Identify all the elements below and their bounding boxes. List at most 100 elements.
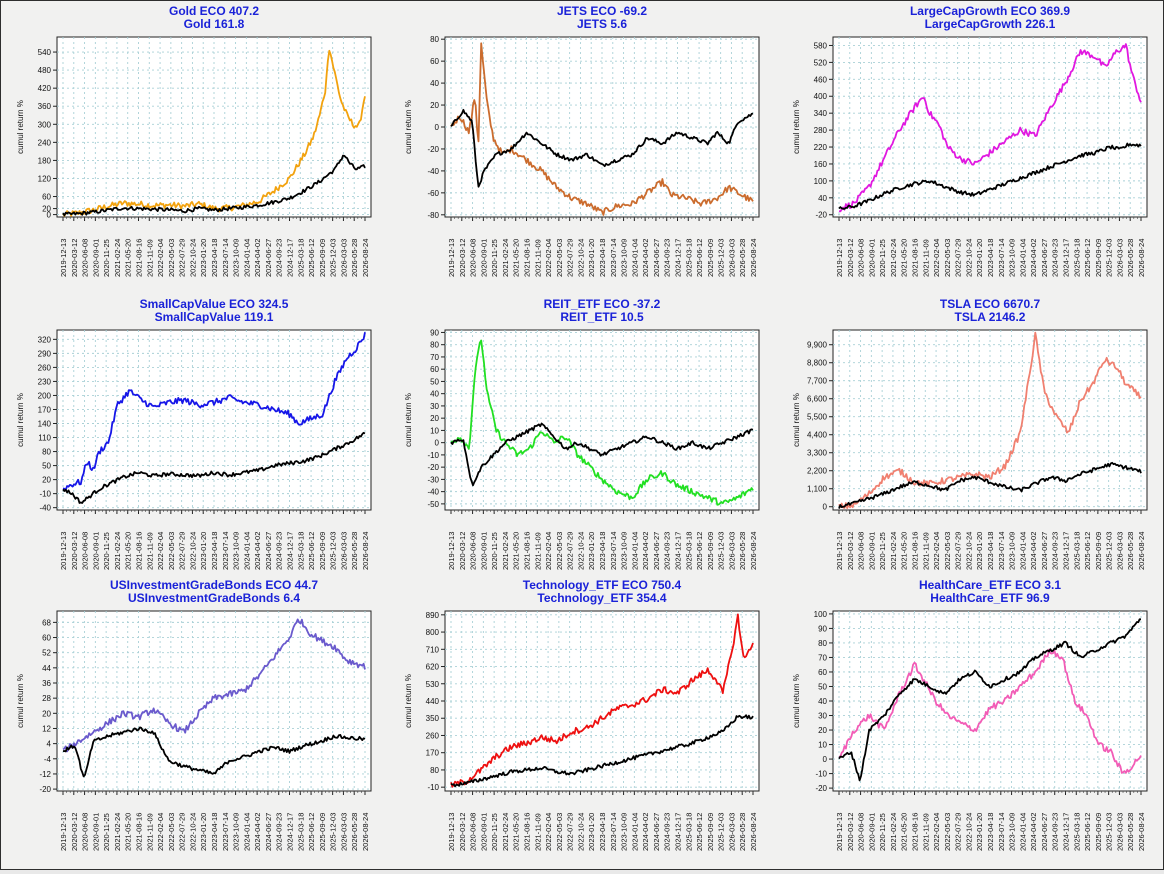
series-benchmark-line [62,726,366,778]
x-tick-label: 2021-05-20 [900,813,909,851]
x-tick-label: 2021-11-09 [533,239,542,277]
x-tick-label: 2022-07-29 [178,239,187,277]
x-tick-label: 2021-05-20 [124,532,133,570]
x-tick-label: 2021-05-20 [512,532,521,570]
x-tick-label: 2021-05-20 [124,239,133,277]
x-tick-label: 2020-11-25 [878,813,887,851]
series-eco-line [450,42,754,216]
x-tick-label: 2025-03-18 [684,813,693,851]
x-tick-label: 2019-12-13 [447,532,456,570]
x-tick-label: 2022-02-04 [932,239,941,277]
y-tick-label: 50 [42,462,51,471]
x-tick-label: 2021-05-20 [512,813,521,851]
chart-title-benchmark: LargeCapGrowth 226.1 [925,17,1056,31]
x-tick-label: 2022-10-24 [188,239,197,277]
x-tick-label: 2024-06-27 [1040,532,1049,570]
x-tick-label: 2026-03-03 [727,239,736,277]
x-tick-label: 2021-11-09 [921,813,930,851]
x-tick-label: 2026-08-24 [749,532,758,570]
x-tick-label: 2021-05-20 [512,239,521,277]
x-tick-label: 2024-12-17 [1062,239,1071,277]
y-tick-label: 50 [430,377,439,386]
x-tick-label: 2021-08-16 [911,532,920,570]
x-tick-label: 2020-06-08 [857,532,866,570]
x-tick-label: 2025-06-12 [1083,532,1092,570]
x-tick-label: 2025-12-03 [717,239,726,277]
x-tick-label: 2021-05-20 [124,813,133,851]
x-tick-label: 2020-09-01 [91,813,100,851]
x-tick-label: 2025-03-18 [296,239,305,277]
x-tick-label: 2023-01-20 [199,239,208,277]
y-tick-label: -10 [815,770,827,779]
y-tick-label: 60 [430,57,439,66]
x-tick-label: 2020-06-08 [81,239,90,277]
y-tick-label: 9,900 [807,341,828,350]
y-tick-label: 2,200 [807,467,828,476]
y-tick-label: 230 [38,377,52,386]
x-tick-label: 2020-11-25 [490,239,499,277]
x-tick-label: 2026-03-03 [1115,532,1124,570]
series-eco-line [838,648,1142,774]
x-tick-label: 2025-03-18 [684,532,693,570]
x-tick-label: 2025-09-09 [318,239,327,277]
chart-title-benchmark: Gold 161.8 [184,17,245,31]
x-tick-label: 2022-05-03 [167,532,176,570]
y-tick-label: 12 [42,724,51,733]
series-eco-line [450,613,754,788]
y-tick-label: 20 [818,726,827,735]
chart-title-benchmark: USInvestmentGradeBonds 6.4 [128,591,300,605]
y-tick-label: 480 [38,66,52,75]
chart-panel-7: USInvestmentGradeBonds ECO 44.7USInvestm… [16,578,372,851]
x-tick-label: 2022-07-29 [566,813,575,851]
x-tick-label: 2025-12-03 [329,813,338,851]
x-tick-label: 2022-10-24 [964,239,973,277]
y-tick-label: -80 [427,211,439,220]
x-tick-label: 2024-09-23 [275,532,284,570]
chart-title-eco: Gold ECO 407.2 [169,4,259,18]
x-tick-label: 2024-06-27 [264,813,273,851]
y-tick-label: -4 [44,755,52,764]
x-tick-label: 2023-01-20 [975,239,984,277]
x-tick-label: 2020-09-01 [479,813,488,851]
y-tick-label: 280 [814,126,828,135]
series-benchmark-line [450,714,754,788]
x-tick-label: 2024-12-17 [286,239,295,277]
y-tick-label: 800 [426,628,440,637]
x-tick-label: 2021-05-20 [900,532,909,570]
x-tick-label: 2020-09-01 [867,239,876,277]
chart-title-benchmark: REIT_ETF 10.5 [560,310,644,324]
x-tick-label: 2024-01-04 [242,239,251,277]
x-tick-label: 2023-10-09 [620,532,629,570]
x-tick-label: 2025-12-03 [329,239,338,277]
x-tick-label: 2021-02-24 [889,813,898,851]
y-tick-label: 260 [426,731,440,740]
x-tick-label: 2021-08-16 [911,239,920,277]
x-tick-label: 2019-12-13 [447,239,456,277]
x-tick-label: 2021-08-16 [523,532,532,570]
x-tick-label: 2022-07-29 [178,532,187,570]
x-tick-label: 2026-05-28 [738,813,747,851]
x-tick-label: 2026-08-24 [1137,813,1146,851]
x-tick-label: 2022-02-04 [156,239,165,277]
y-tick-label: 80 [818,639,827,648]
x-tick-label: 2026-08-24 [361,813,370,851]
x-tick-label: 2024-01-04 [242,813,251,851]
chart-title-eco: TSLA ECO 6670.7 [940,297,1041,311]
x-tick-label: 2019-12-13 [835,813,844,851]
x-tick-label: 2020-03-12 [458,813,467,851]
y-tick-label: 620 [426,663,440,672]
y-tick-label: 40 [818,194,827,203]
x-tick-label: 2022-02-04 [544,813,553,851]
x-tick-label: 2023-01-20 [587,813,596,851]
y-tick-label: 200 [38,391,52,400]
x-tick-label: 2025-03-18 [296,813,305,851]
x-tick-label: 2019-12-13 [59,813,68,851]
y-tick-label: 40 [818,697,827,706]
x-tick-label: 2020-11-25 [102,813,111,851]
y-tick-label: -40 [39,504,51,513]
x-tick-label: 2023-07-14 [609,532,618,570]
x-tick-label: 2022-05-03 [555,813,564,851]
x-tick-label: 2025-12-03 [717,532,726,570]
x-tick-label: 2025-09-09 [706,239,715,277]
